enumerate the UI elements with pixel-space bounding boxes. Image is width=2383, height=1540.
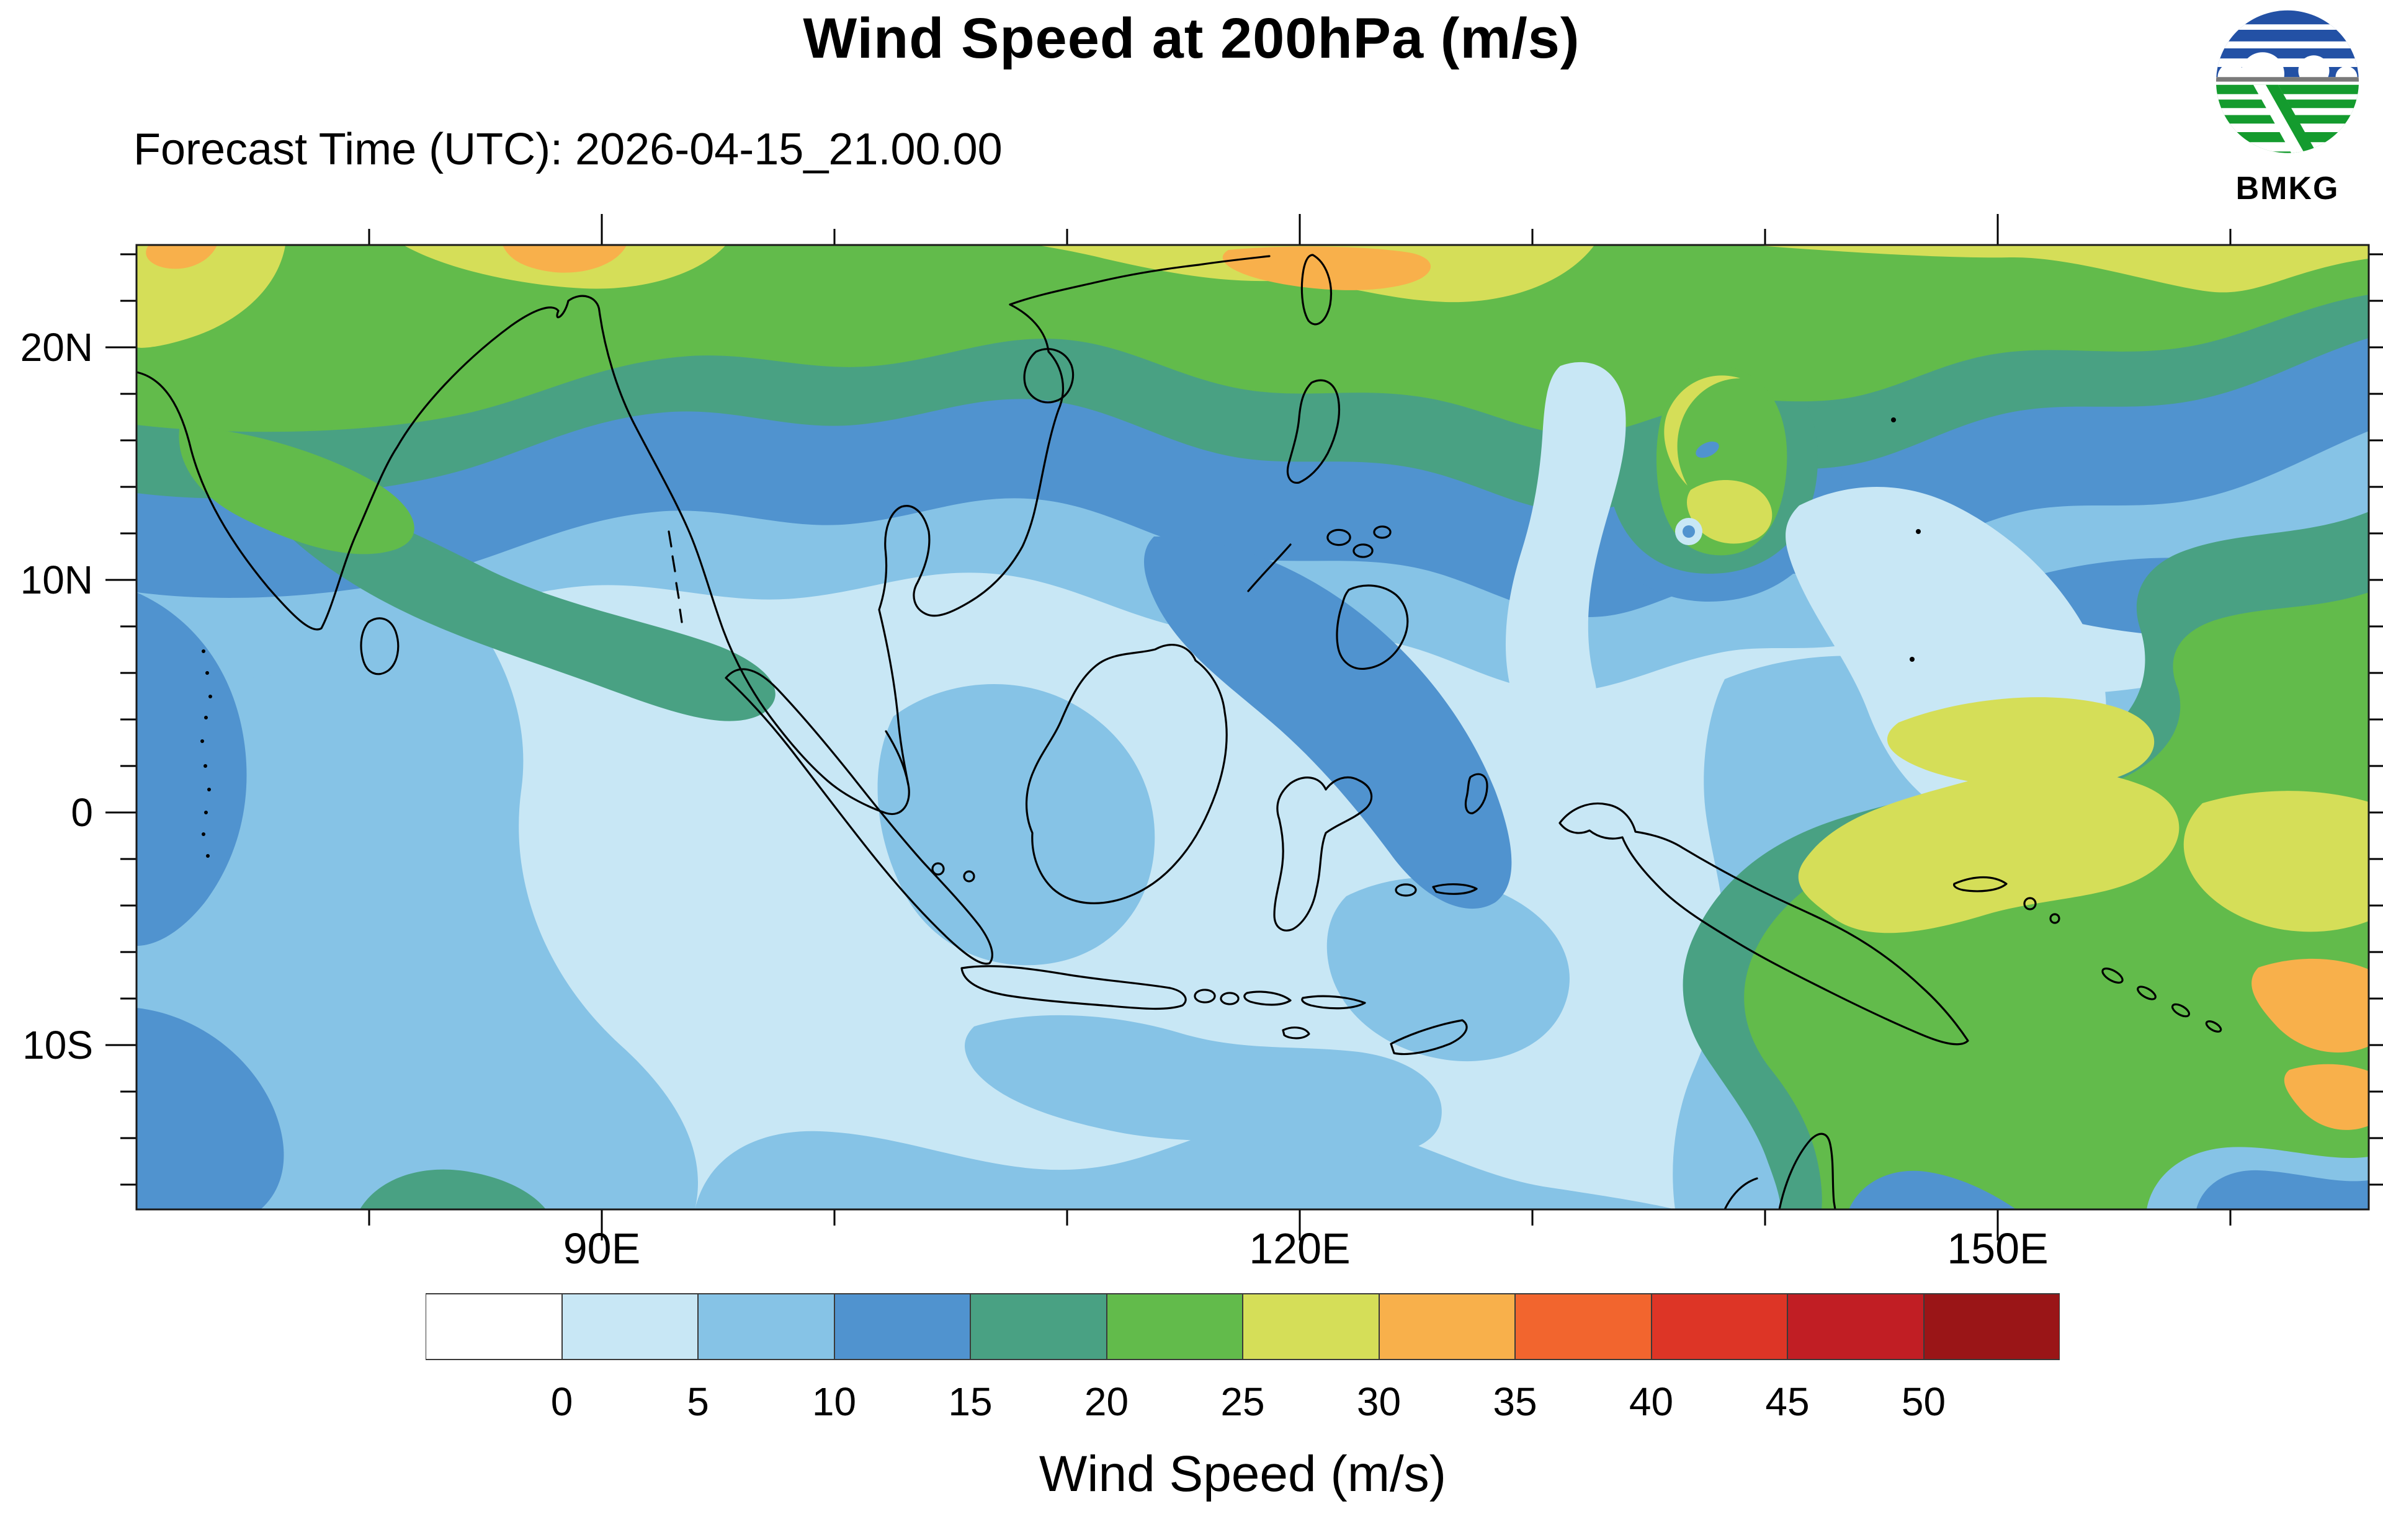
page-title: Wind Speed at 200hPa (m/s) xyxy=(803,7,1580,70)
x-axis-label: 90E xyxy=(563,1224,641,1273)
colorbar-cell xyxy=(834,1293,970,1360)
colorbar-cell xyxy=(1515,1293,1652,1360)
y-axis-label: 10N xyxy=(20,558,93,602)
bmkg-logo: BMKG xyxy=(2206,9,2369,207)
colorbar-tick-label: 35 xyxy=(1493,1379,1537,1424)
colorbar-cell xyxy=(1243,1293,1379,1360)
colorbar-tick-label: 25 xyxy=(1220,1379,1265,1424)
wind-speed-map xyxy=(105,214,2383,1240)
coastlines xyxy=(136,254,2222,1209)
colorbar-tick-label: 40 xyxy=(1629,1379,1674,1424)
colorbar-tick-label: 30 xyxy=(1356,1379,1402,1424)
colorbar-tick-label: 10 xyxy=(811,1379,857,1424)
colorbar-cell xyxy=(426,1293,562,1360)
colorbar-cell xyxy=(1651,1293,1787,1360)
contour-fills xyxy=(136,245,2369,1209)
colorbar-tick-label: 0 xyxy=(550,1379,573,1424)
y-axis-label: 20N xyxy=(20,325,93,370)
forecast-time-label: Forecast Time (UTC): 2026-04-15_21.00.00 xyxy=(133,125,1003,174)
y-axis-label: 0 xyxy=(71,790,93,835)
x-axis-label: 120E xyxy=(1249,1224,1351,1273)
bmkg-logo-icon xyxy=(2216,10,2359,153)
colorbar-cell xyxy=(970,1293,1107,1360)
x-axis-label: 150E xyxy=(1947,1224,2049,1273)
colorbar xyxy=(426,1293,2060,1360)
colorbar-cell xyxy=(1106,1293,1243,1360)
colorbar-cell xyxy=(1379,1293,1515,1360)
bmkg-logo-label: BMKG xyxy=(2235,171,2340,207)
colorbar-cell xyxy=(1787,1293,1924,1360)
colorbar-tick-label: 5 xyxy=(687,1379,709,1424)
colorbar-tick-label: 15 xyxy=(948,1379,993,1424)
typhoon-eye xyxy=(1683,525,1695,538)
colorbar-tick-label: 45 xyxy=(1765,1379,1810,1424)
colorbar-tick-label: 20 xyxy=(1084,1379,1129,1424)
map-frame xyxy=(135,244,2370,1211)
colorbar-tick-label: 50 xyxy=(1901,1379,1946,1424)
axis-ticks xyxy=(105,214,2383,1240)
colorbar-cell xyxy=(1923,1293,2060,1360)
y-axis-label: 10S xyxy=(22,1023,93,1067)
colorbar-title: Wind Speed (m/s) xyxy=(1039,1446,1447,1502)
colorbar-cell xyxy=(561,1293,698,1360)
colorbar-cell xyxy=(698,1293,834,1360)
